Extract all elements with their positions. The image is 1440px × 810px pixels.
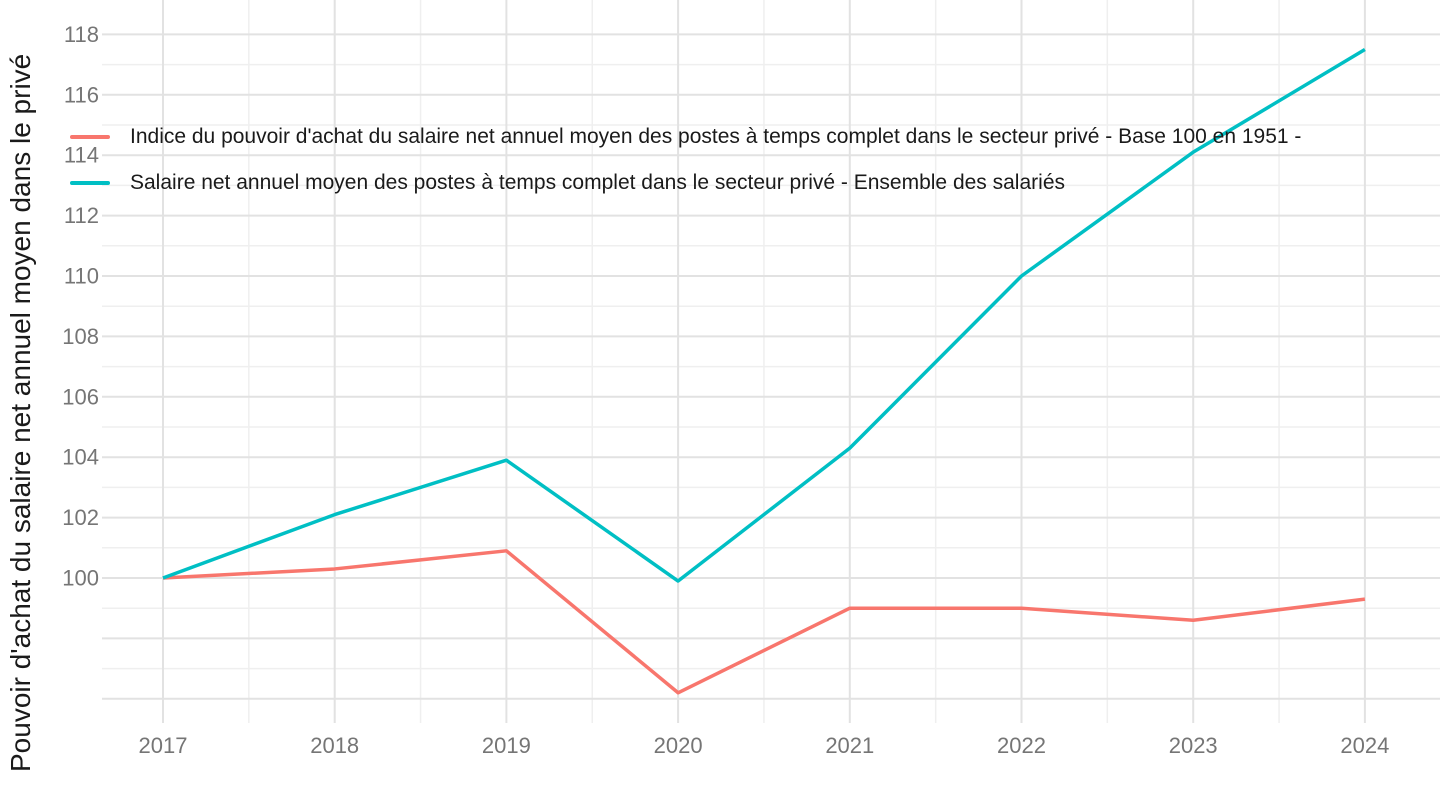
x-tick-label: 2020 — [654, 733, 703, 758]
legend-key-line-icon — [70, 135, 110, 139]
legend: Indice du pouvoir d'achat du salaire net… — [70, 114, 1301, 206]
legend-item-2: Salaire net annuel moyen des postes à te… — [70, 160, 1301, 206]
y-tick-label: 100 — [62, 566, 99, 591]
y-tick-label: 106 — [62, 384, 99, 409]
x-tick-label: 2023 — [1169, 733, 1218, 758]
y-tick-label: 116 — [64, 82, 99, 107]
series-line-2 — [162, 47, 1366, 583]
y-tick-label: 108 — [62, 324, 99, 349]
y-tick-label: 110 — [64, 264, 99, 289]
x-tick-label: 2017 — [139, 733, 188, 758]
legend-key-line-icon — [70, 181, 110, 185]
y-axis-title: Pouvoir d'achat du salaire net annuel mo… — [5, 53, 36, 772]
y-tick-label: 118 — [64, 22, 99, 47]
x-tick-label: 2024 — [1340, 733, 1389, 758]
y-tick-label: 112 — [64, 203, 99, 228]
legend-label: Indice du pouvoir d'achat du salaire net… — [130, 125, 1302, 148]
y-tick-label: 114 — [64, 143, 99, 168]
series-line-1 — [162, 549, 1366, 695]
x-tick-label: 2021 — [825, 733, 874, 758]
x-tick-label: 2022 — [997, 733, 1046, 758]
y-tick-label: 102 — [62, 505, 99, 530]
y-tick-label: 104 — [62, 445, 99, 470]
x-tick-label: 2018 — [310, 733, 359, 758]
x-tick-label: 2019 — [482, 733, 531, 758]
legend-item-1: Indice du pouvoir d'achat du salaire net… — [70, 114, 1301, 160]
legend-label: Salaire net annuel moyen des postes à te… — [130, 171, 1065, 194]
